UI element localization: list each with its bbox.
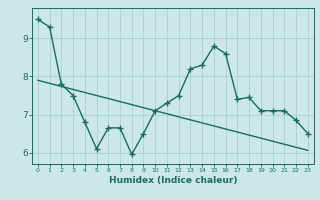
X-axis label: Humidex (Indice chaleur): Humidex (Indice chaleur): [108, 176, 237, 185]
